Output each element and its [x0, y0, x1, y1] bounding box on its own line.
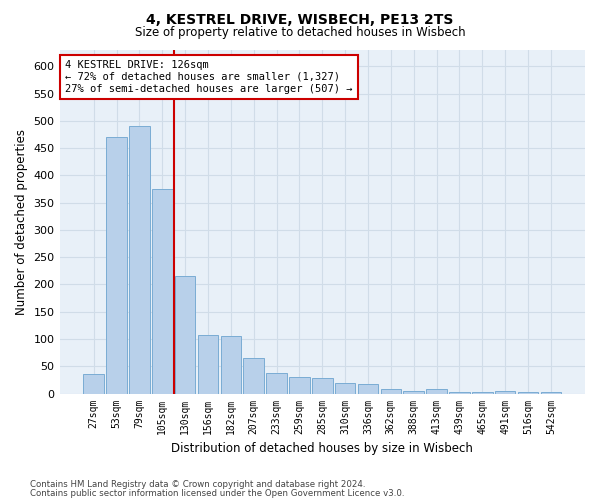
Bar	[380, 389, 401, 394]
Text: Size of property relative to detached houses in Wisbech: Size of property relative to detached ho…	[134, 26, 466, 39]
Text: Contains HM Land Registry data © Crown copyright and database right 2024.: Contains HM Land Registry data © Crown c…	[30, 480, 365, 489]
Bar	[152, 189, 173, 394]
Text: Contains public sector information licensed under the Open Government Licence v3: Contains public sector information licen…	[30, 489, 404, 498]
Bar	[312, 378, 332, 394]
Bar	[129, 126, 150, 394]
Text: 4 KESTREL DRIVE: 126sqm
← 72% of detached houses are smaller (1,327)
27% of semi: 4 KESTREL DRIVE: 126sqm ← 72% of detache…	[65, 60, 352, 94]
Bar	[221, 336, 241, 394]
Bar	[198, 335, 218, 394]
Bar	[335, 382, 355, 394]
Bar	[472, 392, 493, 394]
Bar	[541, 392, 561, 394]
Bar	[106, 138, 127, 394]
Bar	[403, 391, 424, 394]
Bar	[358, 384, 378, 394]
Bar	[175, 276, 196, 394]
X-axis label: Distribution of detached houses by size in Wisbech: Distribution of detached houses by size …	[172, 442, 473, 455]
Bar	[266, 373, 287, 394]
Bar	[83, 374, 104, 394]
Bar	[289, 377, 310, 394]
Bar	[449, 392, 470, 394]
Y-axis label: Number of detached properties: Number of detached properties	[15, 129, 28, 315]
Text: 4, KESTREL DRIVE, WISBECH, PE13 2TS: 4, KESTREL DRIVE, WISBECH, PE13 2TS	[146, 12, 454, 26]
Bar	[495, 391, 515, 394]
Bar	[518, 392, 538, 394]
Bar	[426, 389, 447, 394]
Bar	[244, 358, 264, 394]
